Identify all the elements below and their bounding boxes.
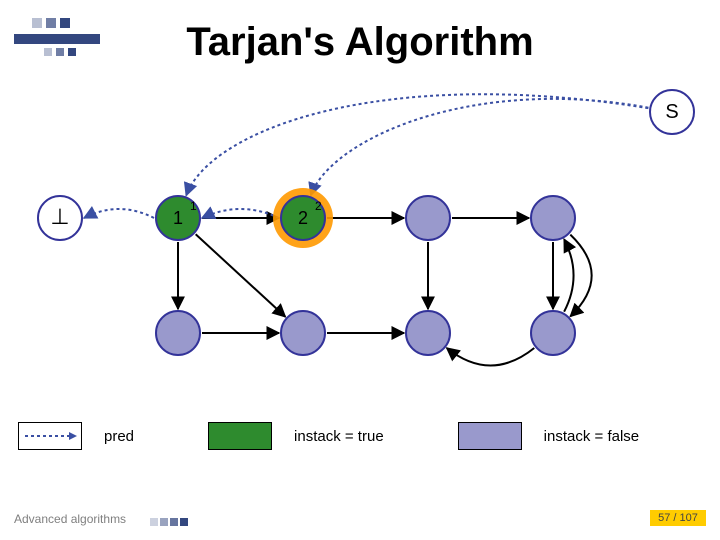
page-number-badge: 57 / 107: [650, 510, 706, 526]
footer-text: Advanced algorithms: [14, 512, 126, 526]
legend-pred-label: pred: [104, 428, 134, 445]
graph-node-r1c1: [281, 311, 325, 355]
graph-node-root: ⊥: [38, 196, 82, 240]
graph-node-r1c0: [156, 311, 200, 355]
tarjan-graph-diagram: ⊥ S 11 22: [0, 70, 720, 380]
graph-node-r0c3: [531, 196, 575, 240]
legend-instack-true-swatch: [208, 422, 272, 450]
svg-text:2: 2: [315, 199, 322, 213]
legend-instack-false-label: instack = false: [544, 428, 639, 445]
graph-node-r0c2: [406, 196, 450, 240]
legend-instack-true-label: instack = true: [294, 428, 384, 445]
graph-node-S: S: [650, 90, 694, 134]
legend-instack-false-swatch: [458, 422, 522, 450]
svg-text:1: 1: [190, 199, 197, 213]
graph-node-r0c0: 11: [156, 196, 200, 240]
graph-node-r1c2: [406, 311, 450, 355]
footer-decoration: [150, 518, 188, 526]
svg-text:1: 1: [173, 208, 183, 228]
svg-text:2: 2: [298, 208, 308, 228]
page-title: Tarjan's Algorithm: [186, 20, 533, 65]
legend: pred instack = true instack = false: [18, 422, 702, 450]
svg-text:⊥: ⊥: [50, 204, 69, 229]
svg-text:S: S: [665, 101, 678, 123]
legend-pred-swatch: [18, 422, 82, 450]
graph-node-r1c3: [531, 311, 575, 355]
slide-logo-decoration: [14, 14, 100, 62]
graph-node-r0c1: 22: [273, 188, 333, 248]
